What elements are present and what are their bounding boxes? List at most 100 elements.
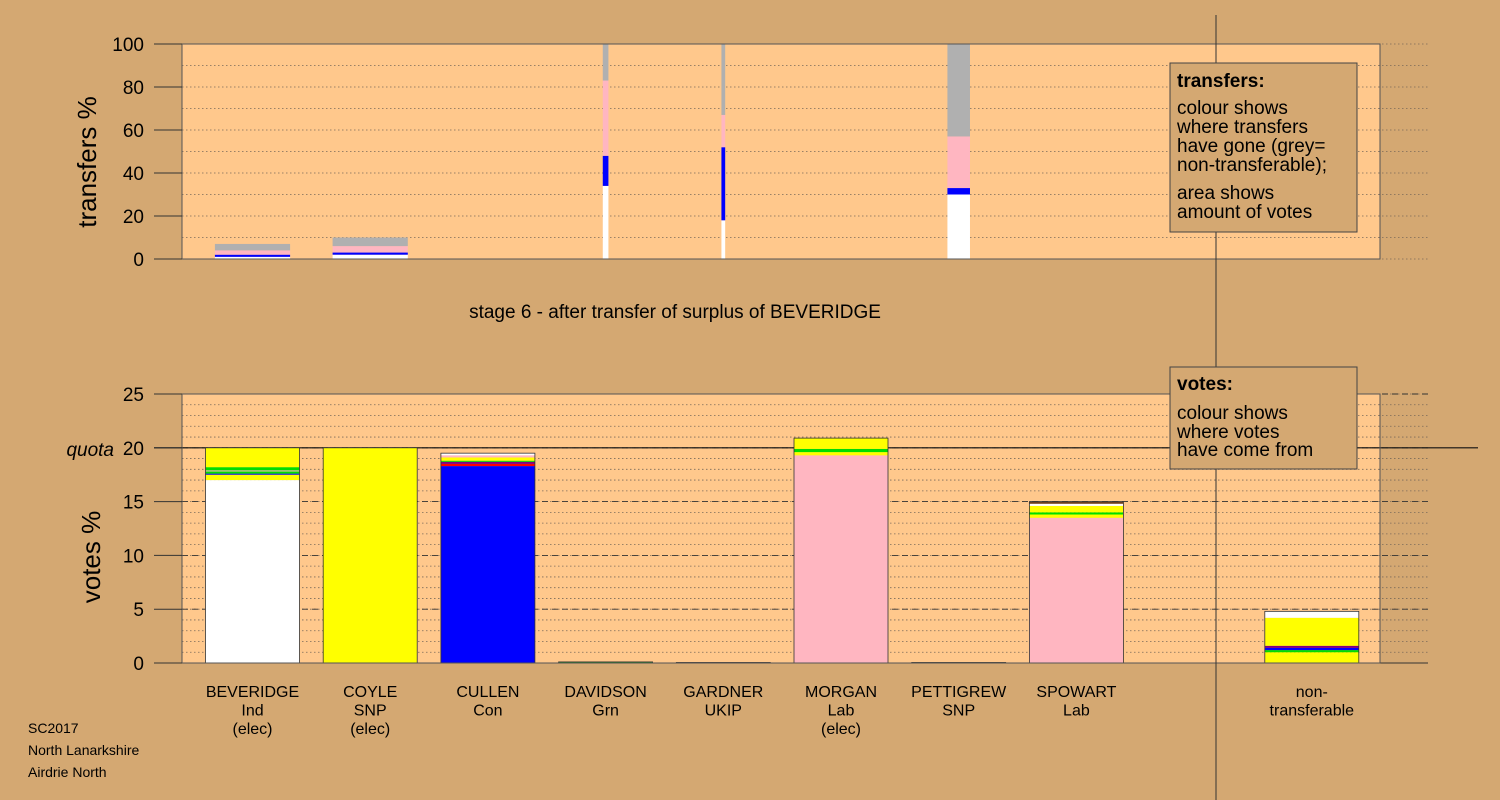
transfers-legend-line: have gone (grey= bbox=[1177, 136, 1325, 157]
candidate-label-line: Ind bbox=[241, 703, 263, 720]
transfers-tick-label: 40 bbox=[123, 164, 144, 185]
candidate-label-line: (elec) bbox=[821, 721, 861, 738]
votes-bar bbox=[793, 437, 889, 664]
transfers-bar-segment bbox=[214, 254, 291, 257]
votes-legend-line: have come from bbox=[1177, 440, 1313, 461]
votes-bar bbox=[1029, 501, 1124, 664]
footer-line: North Lanarkshire bbox=[28, 742, 139, 758]
votes-tick-label: 15 bbox=[123, 493, 144, 514]
transfers-bar-segment bbox=[332, 252, 408, 255]
transfers-bar bbox=[947, 44, 970, 259]
votes-bar-segment bbox=[205, 467, 300, 471]
stage-title: stage 6 - after transfer of surplus of B… bbox=[469, 302, 881, 323]
votes-bar-segment bbox=[1029, 505, 1124, 513]
votes-bar-segment bbox=[205, 447, 300, 468]
votes-bar-segment bbox=[794, 452, 888, 456]
candidate-label-line: Lab bbox=[1063, 703, 1090, 720]
votes-tick-label: 5 bbox=[133, 600, 144, 621]
votes-bar-segment bbox=[205, 473, 300, 475]
candidate-label-line: (elec) bbox=[350, 721, 390, 738]
transfers-legend-box bbox=[1169, 62, 1358, 233]
transfers-bar-segment bbox=[602, 44, 609, 81]
candidate-label-line: PETTIGREW bbox=[911, 684, 1007, 701]
votes-tick-label: 0 bbox=[133, 654, 144, 675]
transfers-bar-segment bbox=[947, 44, 970, 137]
transfers-bar-segment bbox=[721, 44, 726, 115]
votes-bar-segment bbox=[1029, 512, 1124, 515]
votes-legend-line: colour shows bbox=[1177, 403, 1288, 424]
transfers-legend: transfers: colour shows where transfers … bbox=[1169, 62, 1358, 233]
candidate-label-line: SPOWART bbox=[1036, 684, 1116, 701]
transfers-bar-segment bbox=[602, 155, 609, 186]
transfers-bar bbox=[214, 243, 291, 259]
votes-tick-label: 20 bbox=[123, 439, 144, 460]
candidate-labels: BEVERIDGEInd(elec)COYLESNP(elec)CULLENCo… bbox=[206, 684, 1354, 738]
votes-bar-segment bbox=[558, 661, 653, 663]
votes-bar-segment bbox=[440, 463, 535, 467]
transfers-bar-segment bbox=[947, 194, 970, 259]
candidate-label-line: Con bbox=[473, 703, 502, 720]
transfers-bar bbox=[602, 44, 609, 259]
candidate-label-line: non- bbox=[1296, 684, 1328, 701]
votes-bar-segment bbox=[1264, 617, 1359, 646]
votes-bar-segment bbox=[794, 438, 888, 449]
transfers-bars bbox=[214, 44, 970, 259]
votes-tick-label: 10 bbox=[123, 546, 144, 567]
transfers-tick-label: 80 bbox=[123, 78, 144, 99]
votes-y-axis-title: votes % bbox=[76, 511, 106, 604]
transfers-bar-segment bbox=[721, 147, 726, 221]
transfers-tick-label: 60 bbox=[123, 121, 144, 142]
votes-bar-segment bbox=[1264, 645, 1359, 648]
transfers-bar-segment bbox=[214, 256, 291, 259]
footer-line: Airdrie North bbox=[28, 764, 107, 780]
transfers-bar-segment bbox=[332, 246, 408, 253]
transfers-y-ticks: 0 20 40 60 80 100 bbox=[112, 35, 182, 271]
candidate-label-line: Lab bbox=[828, 703, 855, 720]
votes-bar bbox=[440, 452, 536, 664]
votes-bar-segment bbox=[794, 455, 888, 663]
transfers-bar bbox=[721, 44, 726, 259]
votes-bar-segment bbox=[1029, 501, 1124, 504]
candidate-label-line: SNP bbox=[354, 703, 387, 720]
candidate-label-line: COYLE bbox=[343, 684, 397, 701]
candidate-label-line: transferable bbox=[1270, 703, 1355, 720]
transfers-bar-segment bbox=[721, 114, 726, 148]
transfers-bar-segment bbox=[602, 80, 609, 156]
transfers-plot-frame bbox=[181, 43, 1381, 260]
votes-bar-segment bbox=[1264, 652, 1359, 663]
transfers-legend-line: where transfers bbox=[1176, 117, 1308, 138]
candidate-label-line: BEVERIDGE bbox=[206, 684, 299, 701]
votes-bar-segment bbox=[440, 455, 535, 458]
votes-bars bbox=[182, 437, 1428, 664]
transfers-y-axis-title: transfers % bbox=[72, 96, 102, 228]
votes-legend-line: where votes bbox=[1176, 422, 1279, 443]
votes-legend-box bbox=[1169, 366, 1358, 470]
transfers-bar-segment bbox=[947, 136, 970, 189]
votes-bar-segment bbox=[323, 447, 418, 663]
transfers-bar-segment bbox=[721, 220, 726, 259]
votes-bar-segment bbox=[794, 448, 888, 453]
quota-label: quota bbox=[66, 440, 114, 461]
transfers-bar bbox=[332, 237, 408, 259]
votes-bar-segment bbox=[1264, 650, 1359, 653]
transfers-legend-line: amount of votes bbox=[1177, 202, 1312, 223]
votes-bar-segment bbox=[440, 466, 535, 663]
votes-bar bbox=[205, 447, 300, 664]
votes-bar-segment bbox=[205, 471, 300, 474]
votes-bar-segment bbox=[205, 474, 300, 481]
transfers-bar-segment bbox=[214, 250, 291, 255]
transfers-tick-label: 100 bbox=[112, 35, 144, 56]
votes-bar-segment bbox=[440, 460, 535, 462]
transfers-tick-label: 0 bbox=[133, 250, 144, 271]
candidate-label-line: Grn bbox=[592, 703, 619, 720]
transfers-bar-segment bbox=[332, 254, 408, 259]
votes-y-ticks: 0 5 10 15 20 25 bbox=[123, 385, 182, 675]
votes-bar bbox=[1264, 610, 1360, 664]
footer-line: SC2017 bbox=[28, 720, 79, 736]
transfers-bar-segment bbox=[332, 237, 408, 247]
transfers-legend-line: area shows bbox=[1177, 183, 1274, 204]
candidate-label-line: MORGAN bbox=[805, 684, 877, 701]
votes-bar bbox=[322, 447, 418, 664]
transfers-legend-line: non-transferable); bbox=[1177, 155, 1327, 176]
